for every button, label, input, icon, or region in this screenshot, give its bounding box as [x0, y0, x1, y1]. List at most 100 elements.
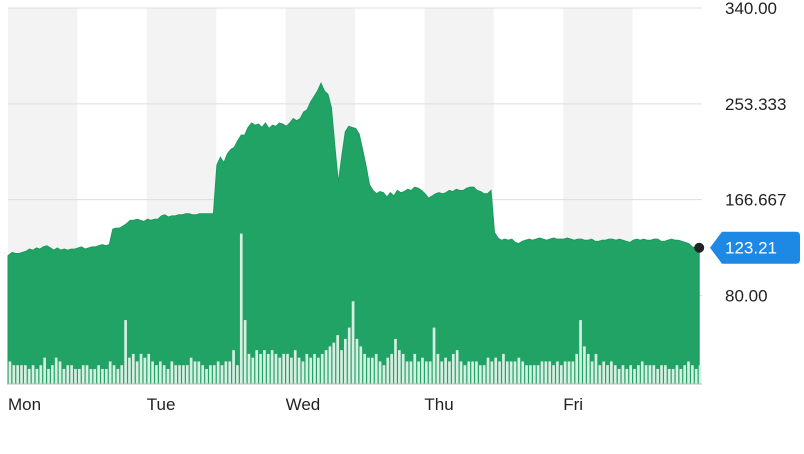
volume-bar — [394, 338, 397, 384]
volume-bar — [355, 338, 359, 384]
volume-bar — [444, 357, 447, 384]
volume-bar — [571, 361, 575, 384]
volume-bar — [579, 320, 582, 384]
volume-bar — [328, 346, 332, 384]
volume-bar — [671, 368, 675, 384]
volume-bar — [625, 368, 629, 384]
volume-bar — [513, 361, 517, 384]
y-axis-ticks: 340.00 253.333 166.667 80.00 — [725, 0, 786, 306]
volume-bar — [687, 361, 690, 384]
volume-bar — [675, 365, 679, 384]
volume-bar — [405, 361, 409, 384]
volume-bar — [691, 365, 694, 384]
volume-bar — [637, 365, 640, 384]
volume-bar — [667, 368, 671, 384]
volume-bar — [509, 361, 513, 384]
volume-bar — [455, 350, 459, 384]
volume-bar — [583, 346, 586, 384]
volume-bar — [467, 361, 471, 384]
y-tick-label: 80.00 — [725, 287, 768, 306]
volume-bar — [505, 361, 509, 384]
volume-bar — [309, 357, 312, 384]
volume-bar — [347, 327, 351, 384]
volume-bar — [644, 365, 648, 384]
volume-bar — [293, 350, 297, 384]
volume-bar — [559, 365, 563, 384]
volume-bar — [178, 365, 181, 384]
volume-bar — [8, 361, 12, 384]
volume-bar — [27, 368, 31, 384]
volume-bar — [594, 353, 598, 384]
volume-bar — [320, 353, 324, 384]
volume-bar — [363, 353, 366, 384]
volume-bar — [698, 365, 702, 384]
volume-bar — [93, 368, 97, 384]
volume-bar — [70, 365, 73, 384]
volume-bar — [201, 365, 205, 384]
volume-bar — [652, 365, 656, 384]
volume-bar — [224, 361, 228, 384]
volume-bar — [563, 361, 567, 384]
volume-bar — [278, 357, 282, 384]
volume-bar — [101, 368, 104, 384]
volume-bar — [463, 365, 467, 384]
volume-bar — [166, 368, 170, 384]
volume-bar — [332, 342, 336, 384]
volume-bar — [344, 338, 347, 384]
volume-bar — [486, 357, 490, 384]
volume-bar — [89, 368, 93, 384]
volume-bar — [317, 357, 320, 384]
volume-bar — [401, 353, 405, 384]
volume-bar — [47, 368, 50, 384]
volume-bar — [367, 357, 370, 384]
volume-bar — [162, 365, 166, 384]
volume-bar — [648, 365, 652, 384]
volume-bar — [313, 353, 316, 384]
y-tick-label: 166.667 — [725, 191, 786, 210]
volume-bar — [586, 353, 590, 384]
volume-bar — [610, 361, 613, 384]
volume-bar — [270, 350, 274, 384]
volume-bar — [656, 368, 659, 384]
volume-bar — [78, 368, 81, 384]
volume-bar — [35, 368, 39, 384]
volume-bar — [390, 353, 393, 384]
volume-bar — [108, 361, 112, 384]
volume-bar — [482, 365, 486, 384]
volume-bar — [282, 353, 285, 384]
volume-bar — [139, 353, 143, 384]
volume-bar — [16, 365, 19, 384]
volume-bar — [386, 357, 390, 384]
volume-bar — [182, 365, 185, 384]
volume-bar — [51, 365, 54, 384]
volume-bar — [629, 365, 632, 384]
current-price-badge: 123.21 — [710, 231, 800, 264]
volume-bar — [189, 357, 193, 384]
volume-bar — [24, 365, 27, 384]
volume-bar — [236, 365, 239, 384]
volume-bar — [521, 361, 525, 384]
volume-bar — [436, 353, 440, 384]
volume-bar — [209, 365, 212, 384]
volume-bar — [525, 365, 528, 384]
volume-bar — [197, 361, 201, 384]
volume-bar — [135, 361, 139, 384]
current-price-value: 123.21 — [725, 239, 777, 258]
volume-bar — [158, 361, 162, 384]
volume-bar — [478, 365, 482, 384]
volume-bar — [228, 361, 232, 384]
volume-bar — [251, 357, 255, 384]
volume-bar — [131, 353, 135, 384]
volume-bar — [147, 353, 151, 384]
volume-bar — [232, 350, 235, 384]
volume-bar — [116, 368, 120, 384]
volume-bar — [220, 365, 224, 384]
volume-bar — [43, 357, 46, 384]
volume-bar — [498, 361, 501, 384]
volume-bar — [104, 368, 108, 384]
volume-bar — [359, 346, 363, 384]
volume-bar — [143, 357, 147, 384]
volume-bars — [8, 233, 702, 384]
volume-bar — [602, 361, 606, 384]
volume-bar — [243, 320, 247, 384]
